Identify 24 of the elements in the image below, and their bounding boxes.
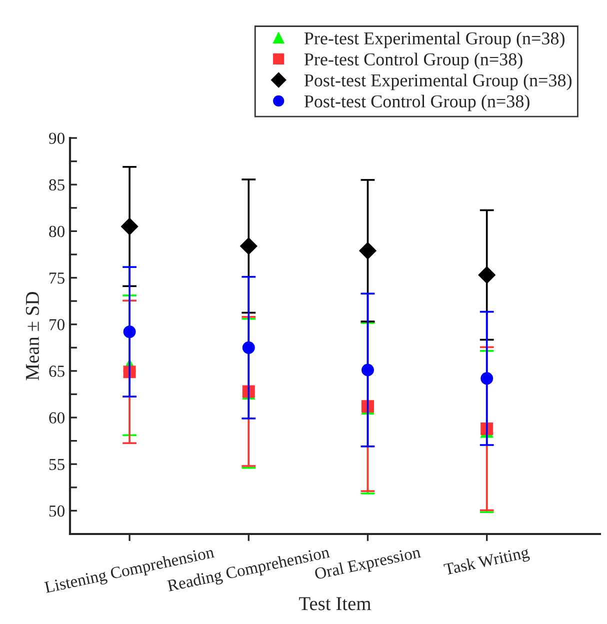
y-tick-label: 75: [50, 272, 64, 284]
y-tick-label: 90: [49, 132, 65, 144]
legend-label: Post-test Control Group (n=38): [304, 94, 530, 112]
y-tick-label: 70: [50, 319, 65, 330]
point: [480, 372, 494, 385]
y-axis-title: Mean ± SD: [26, 292, 39, 380]
point: [242, 341, 255, 354]
point: [123, 326, 136, 338]
x-tick-label: Task Writing: [443, 546, 530, 579]
point: [478, 266, 496, 284]
point: [362, 364, 374, 376]
y-tick-label: 60: [49, 412, 65, 424]
x-axis-title: Test Item: [299, 597, 371, 610]
point: [240, 238, 258, 255]
y-tick-label: 85: [49, 179, 64, 191]
y-tick-label: 80: [49, 226, 65, 238]
y-tick-label: 65: [49, 366, 64, 377]
y-tick-label: 50: [49, 505, 65, 517]
y-tick-label: 55: [49, 458, 64, 470]
legend-label: Pre-test Control Group (n=38): [304, 52, 522, 70]
point: [121, 218, 138, 236]
legend-label: Post-test Experimental Group (n=38): [304, 74, 572, 90]
point: [359, 242, 376, 260]
legend-label: Pre-test Experimental Group (n=38): [304, 32, 564, 48]
